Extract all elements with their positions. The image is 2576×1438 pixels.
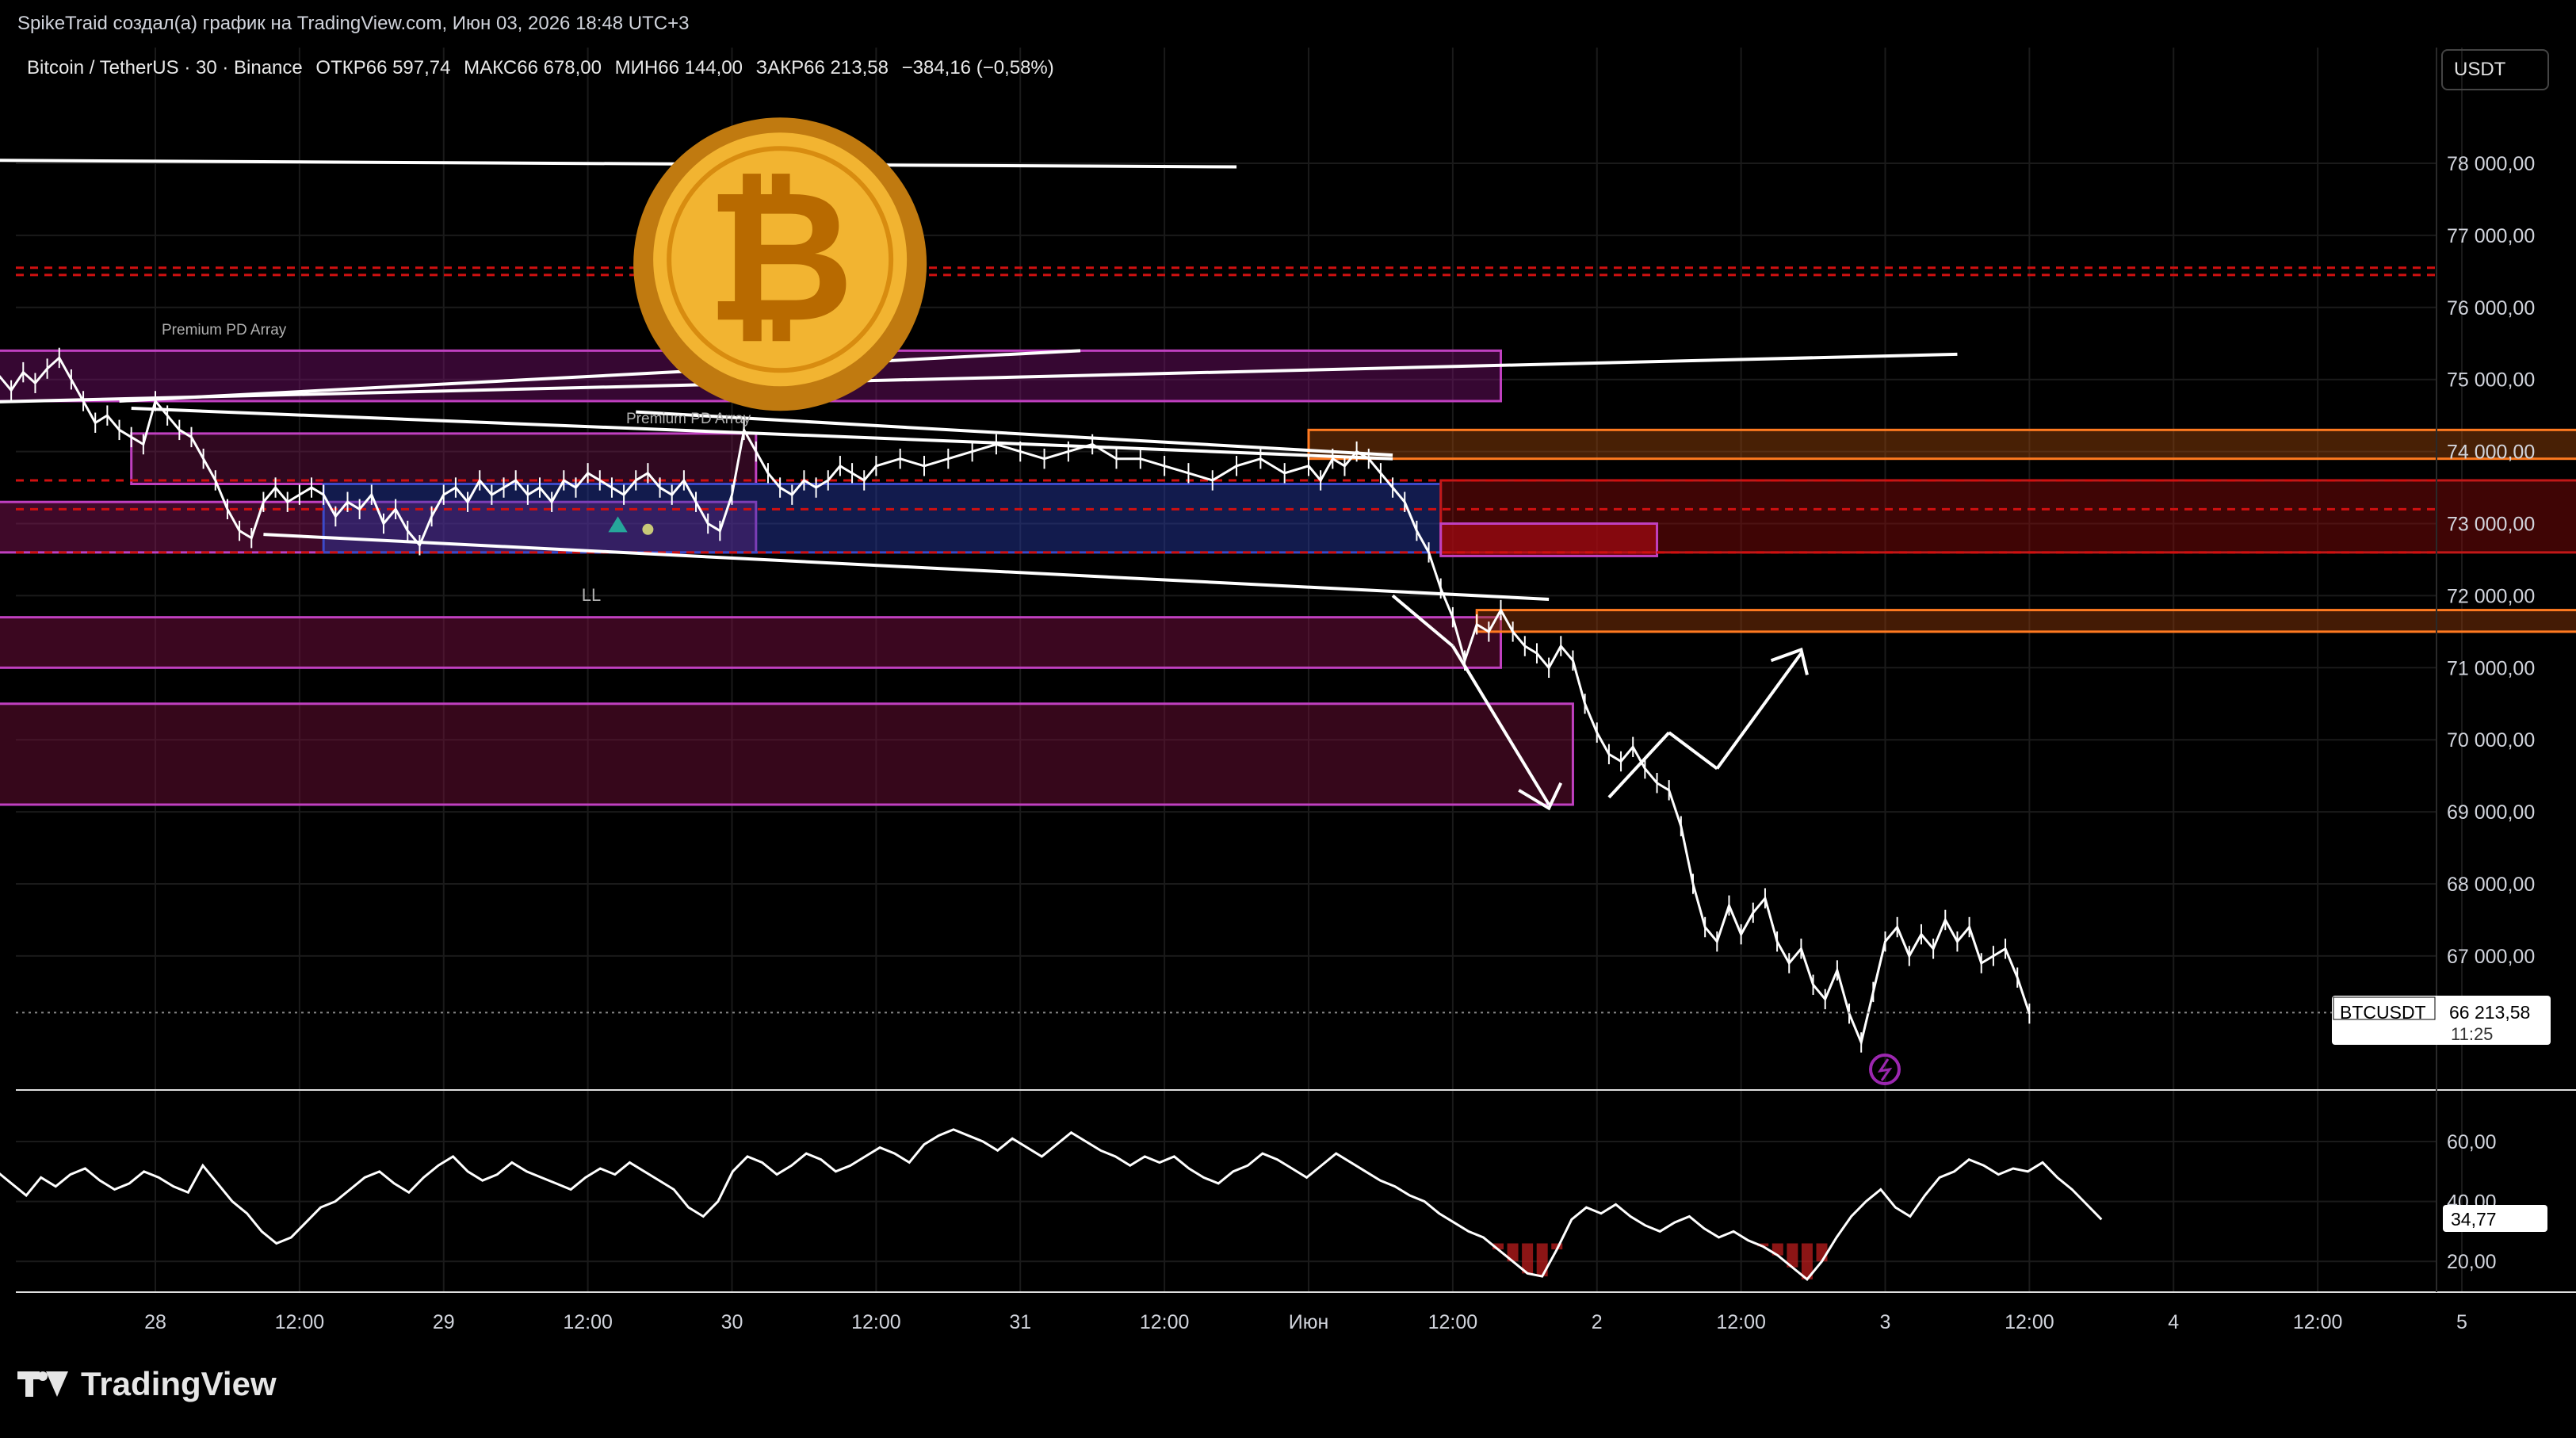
- price-tag-value: 66 213,58: [2449, 1002, 2530, 1023]
- bitcoin-coin-icon: ₿: [633, 117, 927, 411]
- premium-pd-array-label: Premium PD Array: [626, 411, 751, 427]
- price-axis-tick-label: 74 000,00: [2447, 442, 2535, 464]
- price-axis-tick-label: 76 000,00: [2447, 297, 2535, 319]
- time-axis-tick-label: 28: [144, 1311, 166, 1333]
- rsi-value-tag-box: [2443, 1205, 2547, 1232]
- change-value: −384,16 (−0,58%): [901, 57, 1054, 78]
- signal-triangle-icon: [608, 516, 628, 533]
- low-value: МИН66 144,00: [614, 57, 743, 78]
- price-axis-tick-label: 77 000,00: [2447, 225, 2535, 247]
- time-axis-tick-label: 12:00: [563, 1311, 613, 1333]
- symbol-legend[interactable]: Bitcoin / TetherUS · 30 · Binance ОТКР66…: [27, 57, 1062, 79]
- projection-arrow-line: [1391, 594, 1454, 648]
- lightning-bolt-shape: [1877, 1058, 1893, 1081]
- projection-arrow-line: [1451, 644, 1550, 806]
- time-axis-tick-label: 12:00: [275, 1311, 325, 1333]
- time-axis-tick-label: 30: [721, 1311, 743, 1333]
- time-axis-tick-label: 12:00: [2005, 1311, 2054, 1333]
- price-axis-tick-label: 68 000,00: [2447, 874, 2535, 896]
- projection-arrow-line: [1715, 652, 1803, 770]
- ll-label: LL: [582, 585, 601, 605]
- price-axis-tick-label: 70 000,00: [2447, 729, 2535, 752]
- svg-text:₿: ₿: [705, 151, 854, 363]
- trend-line: [119, 349, 1081, 403]
- price-axis-tick-label: 75 000,00: [2447, 369, 2535, 392]
- lightning-icon: [1869, 1054, 1901, 1085]
- price-axis-tick-label: 69 000,00: [2447, 801, 2535, 824]
- attribution-text: SpikeTraid создал(а) график на TradingVi…: [17, 13, 690, 34]
- price-tag-symbol: BTCUSDT: [2340, 1002, 2426, 1023]
- zone-purple-2: [0, 616, 1502, 669]
- zone-orange-2: [1475, 609, 2576, 633]
- trend-line: [0, 159, 1237, 169]
- price-tag-timer: 11:25: [2451, 1024, 2493, 1044]
- zone-purple-3: [0, 702, 1574, 806]
- time-axis-tick-label: 12:00: [1428, 1311, 1478, 1333]
- trend-line: [131, 407, 1393, 461]
- price-axis-tick-label: 78 000,00: [2447, 153, 2535, 175]
- symbol-name[interactable]: Bitcoin / TetherUS · 30 · Binance: [27, 57, 303, 78]
- rsi-value-tag: 34,77: [2451, 1209, 2497, 1230]
- zone-orange-1: [1307, 428, 2576, 461]
- rsi-axis-tick-label: 60,00: [2447, 1131, 2497, 1153]
- price-axis-tick-label: 72 000,00: [2447, 585, 2535, 607]
- tradingview-brand[interactable]: TradingView: [17, 1365, 277, 1403]
- time-axis-tick-label: 29: [433, 1311, 455, 1333]
- time-axis-tick-label: 3: [1880, 1311, 1891, 1333]
- time-axis-tick-label: 12:00: [1716, 1311, 1766, 1333]
- rsi-line: [0, 1128, 2103, 1281]
- arrow-head-down: [1518, 782, 1563, 811]
- trend-line: [263, 533, 1550, 601]
- high-value: МАКС66 678,00: [464, 57, 602, 78]
- arrow-head-up: [1770, 647, 1809, 675]
- projection-arrow-line: [1607, 731, 1671, 799]
- close-value: ЗАКР66 213,58: [755, 57, 889, 78]
- projection-arrow-line: [1668, 731, 1718, 771]
- price-series-line: [0, 356, 2031, 1046]
- time-axis-tick-label: 12:00: [2293, 1311, 2343, 1333]
- brand-label: TradingView: [81, 1365, 277, 1402]
- currency-selector-button[interactable]: USDT: [2441, 49, 2549, 90]
- time-axis-tick-label: 12:00: [1140, 1311, 1190, 1333]
- time-axis-tick-label: 31: [1009, 1311, 1031, 1333]
- time-axis-tick-label: Июн: [1289, 1311, 1329, 1333]
- price-axis-tick-label: 71 000,00: [2447, 657, 2535, 679]
- time-axis-tick-label: 2: [1592, 1311, 1603, 1333]
- price-axis-tick-label: 73 000,00: [2447, 514, 2535, 536]
- zone-purple-4: [130, 432, 758, 486]
- zone-red-inner: [1439, 522, 1659, 557]
- time-axis-tick-label: 5: [2456, 1311, 2467, 1333]
- time-axis-tick-label: 4: [2168, 1311, 2179, 1333]
- premium-pd-array-label: Premium PD Array: [162, 322, 287, 338]
- open-value: ОТКР66 597,74: [315, 57, 451, 78]
- signal-dot-icon: [642, 523, 654, 535]
- tradingview-logo-icon: [17, 1368, 68, 1400]
- price-axis-tick-label: 67 000,00: [2447, 946, 2535, 968]
- trend-line: [636, 410, 1393, 457]
- zone-blue: [322, 483, 1443, 554]
- time-axis-tick-label: 12:00: [851, 1311, 901, 1333]
- symbol-tag-box: [2333, 996, 2436, 1020]
- rsi-axis-tick-label: 20,00: [2447, 1251, 2497, 1273]
